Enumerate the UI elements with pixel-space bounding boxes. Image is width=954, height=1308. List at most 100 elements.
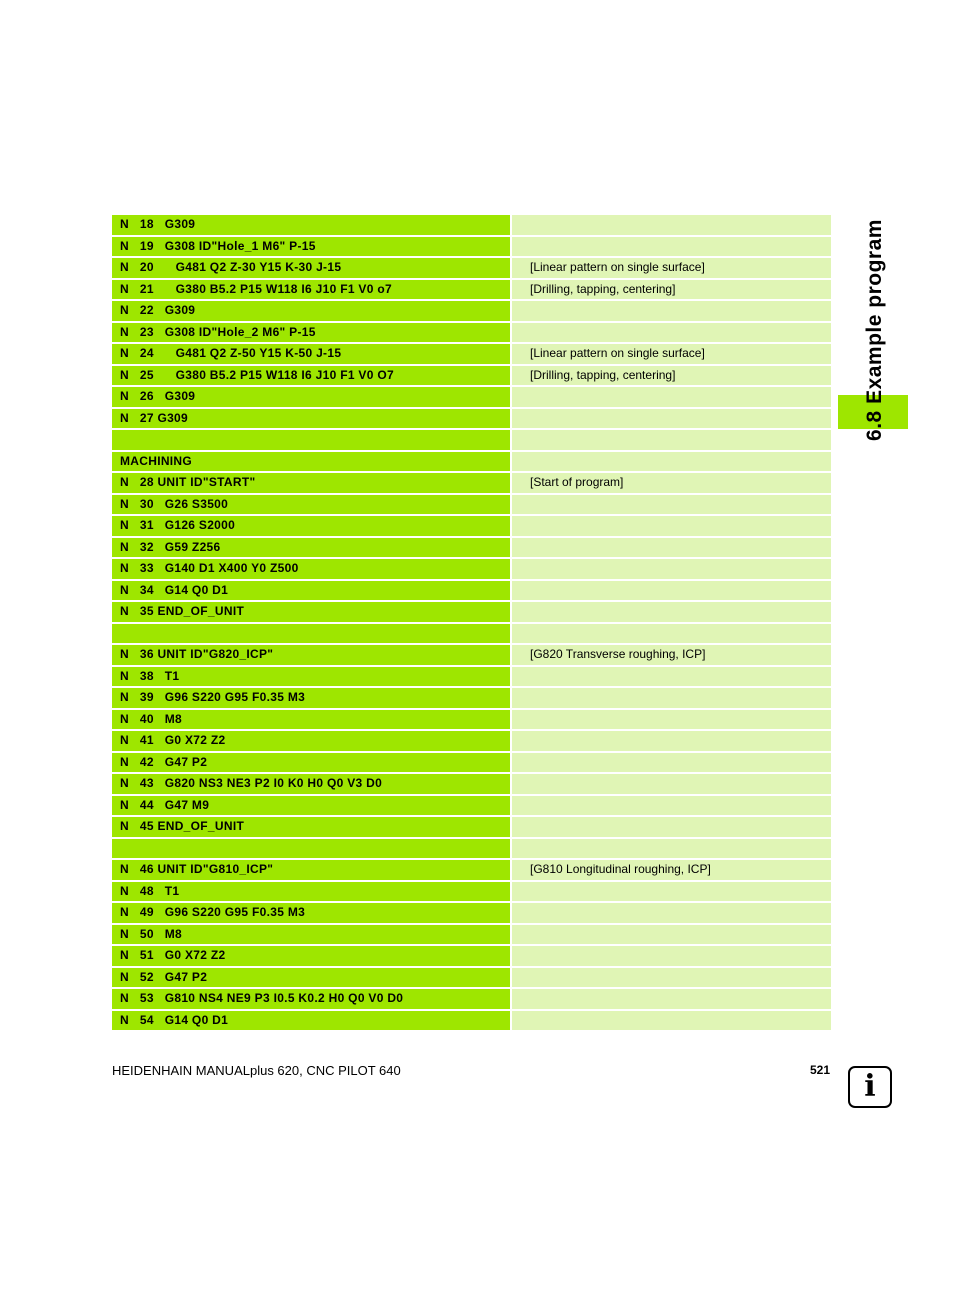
table-row: N 23 G308 ID"Hole_2 M6" P-15 [112,322,831,342]
table-row: N 51 G0 X72 Z2 [112,946,831,966]
comment-cell [512,752,831,772]
code-cell: N 19 G308 ID"Hole_1 M6" P-15 [112,236,510,256]
comment-cell [512,430,831,450]
code-cell: N 33 G140 D1 X400 Y0 Z500 [112,559,510,579]
table-row: N 35 END_OF_UNIT [112,602,831,622]
comment-cell [512,946,831,966]
table-row: N 38 T1 [112,666,831,686]
table-row: N 52 G47 P2 [112,967,831,987]
table-row: N 30 G26 S3500 [112,494,831,514]
info-icon: i [848,1066,892,1108]
code-cell: N 49 G96 S220 G95 F0.35 M3 [112,903,510,923]
table-row: N 33 G140 D1 X400 Y0 Z500 [112,559,831,579]
table-row: N 54 G14 Q0 D1 [112,1010,831,1030]
table-row: N 48 T1 [112,881,831,901]
code-cell: N 21 G380 B5.2 P15 W118 I6 J10 F1 V0 o7 [112,279,510,299]
code-cell: N 36 UNIT ID"G820_ICP" [112,645,510,665]
table-row [112,430,831,450]
code-cell: N 53 G810 NS4 NE9 P3 I0.5 K0.2 H0 Q0 V0 … [112,989,510,1009]
code-cell: N 27 G309 [112,408,510,428]
code-cell: N 40 M8 [112,709,510,729]
comment-cell [512,387,831,407]
comment-cell [512,817,831,837]
code-cell: N 39 G96 S220 G95 F0.35 M3 [112,688,510,708]
code-cell: N 30 G26 S3500 [112,494,510,514]
comment-cell [512,215,831,235]
comment-cell [512,666,831,686]
code-cell: N 51 G0 X72 Z2 [112,946,510,966]
comment-cell [512,236,831,256]
program-table: N 18 G309 N 19 G308 ID"Hole_1 M6" P-15 N 2… [112,215,831,1032]
table-row: N 42 G47 P2 [112,752,831,772]
code-cell: N 43 G820 NS3 NE3 P2 I0 K0 H0 Q0 V3 D0 [112,774,510,794]
code-cell: N 24 G481 Q2 Z-50 Y15 K-50 J-15 [112,344,510,364]
table-row: N 25 G380 B5.2 P15 W118 I6 J10 F1 V0 O7[… [112,365,831,385]
code-cell: N 52 G47 P2 [112,967,510,987]
page-number: 521 [809,1063,830,1077]
comment-cell [512,580,831,600]
table-row: N 26 G309 [112,387,831,407]
code-cell: N 41 G0 X72 Z2 [112,731,510,751]
code-cell: N 25 G380 B5.2 P15 W118 I6 J10 F1 V0 O7 [112,365,510,385]
table-row [112,623,831,643]
table-row: N 19 G308 ID"Hole_1 M6" P-15 [112,236,831,256]
comment-cell [512,774,831,794]
table-row: N 40 M8 [112,709,831,729]
code-cell: N 48 T1 [112,881,510,901]
comment-cell [512,301,831,321]
comment-cell [512,1010,831,1030]
info-icon-glyph: i [864,1069,876,1104]
comment-cell [512,838,831,858]
code-cell: N 42 G47 P2 [112,752,510,772]
table-row: N 34 G14 Q0 D1 [112,580,831,600]
comment-cell [512,709,831,729]
code-cell: N 31 G126 S2000 [112,516,510,536]
table-row: MACHINING [112,451,831,471]
comment-cell [512,516,831,536]
comment-cell [512,559,831,579]
comment-cell [512,924,831,944]
code-cell: N 35 END_OF_UNIT [112,602,510,622]
table-row: N 24 G481 Q2 Z-50 Y15 K-50 J-15 [Linear p… [112,344,831,364]
table-row: N 22 G309 [112,301,831,321]
code-cell: N 38 T1 [112,666,510,686]
table-row: N 20 G481 Q2 Z-30 Y15 K-30 J-15 [Linear p… [112,258,831,278]
table-row: N 27 G309 [112,408,831,428]
comment-cell: [Start of program] [512,473,831,493]
table-row: N 44 G47 M9 [112,795,831,815]
comment-cell [512,989,831,1009]
code-cell [112,838,510,858]
code-cell: N 44 G47 M9 [112,795,510,815]
comment-cell [512,903,831,923]
table-row: N 39 G96 S220 G95 F0.35 M3 [112,688,831,708]
comment-cell [512,322,831,342]
code-cell: N 34 G14 Q0 D1 [112,580,510,600]
table-row: N 53 G810 NS4 NE9 P3 I0.5 K0.2 H0 Q0 V0 … [112,989,831,1009]
code-cell: N 46 UNIT ID"G810_ICP" [112,860,510,880]
comment-cell [512,602,831,622]
comment-cell: [Drilling, tapping, centering] [512,365,831,385]
table-row [112,838,831,858]
code-cell: N 26 G309 [112,387,510,407]
comment-cell: [G820 Transverse roughing, ICP] [512,645,831,665]
table-row: N 45 END_OF_UNIT [112,817,831,837]
comment-cell: [G810 Longitudinal roughing, ICP] [512,860,831,880]
code-cell [112,623,510,643]
section-title: 6.8 Example program [863,219,886,441]
comment-cell: [Drilling, tapping, centering] [512,279,831,299]
code-cell: N 50 M8 [112,924,510,944]
table-row: N 21 G380 B5.2 P15 W118 I6 J10 F1 V0 o7[… [112,279,831,299]
code-cell: N 20 G481 Q2 Z-30 Y15 K-30 J-15 [112,258,510,278]
comment-cell: [Linear pattern on single surface] [512,258,831,278]
table-row: N 46 UNIT ID"G810_ICP" [G810 Longitudinal… [112,860,831,880]
code-cell: N 18 G309 [112,215,510,235]
comment-cell [512,494,831,514]
table-row: N 50 M8 [112,924,831,944]
code-cell: N 23 G308 ID"Hole_2 M6" P-15 [112,322,510,342]
comment-cell [512,451,831,471]
table-row: N 41 G0 X72 Z2 [112,731,831,751]
table-row: N 43 G820 NS3 NE3 P2 I0 K0 H0 Q0 V3 D0 [112,774,831,794]
comment-cell [512,623,831,643]
comment-cell [512,795,831,815]
comment-cell [512,688,831,708]
